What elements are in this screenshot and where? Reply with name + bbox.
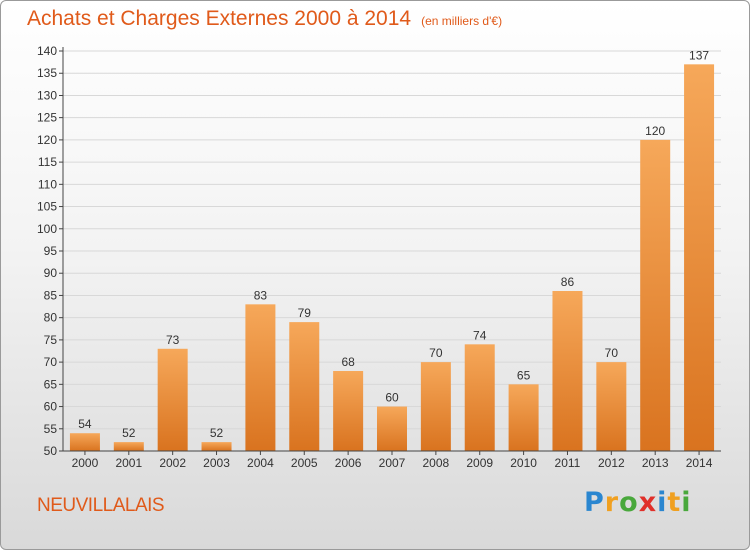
logo-letter: o [619,487,639,518]
value-label: 52 [122,426,136,440]
value-label: 68 [341,355,355,369]
bar [552,291,583,451]
y-tick-label: 60 [44,400,58,414]
y-tick-label: 95 [44,244,58,258]
commune-name: NEUVILLALAIS [37,495,165,516]
y-tick-label: 140 [37,44,57,58]
y-tick-label: 90 [44,266,58,280]
bar [245,304,276,451]
logo-letter: r [604,487,620,518]
value-label: 60 [385,391,399,405]
logo-letter: P [584,487,605,518]
bar [684,64,715,452]
x-tick-label: 2001 [115,456,142,470]
bar [508,384,539,451]
chart-title: Achats et Charges Externes 2000 à 2014 (e… [27,7,502,31]
bar [596,362,627,451]
value-label: 79 [298,306,312,320]
y-tick-label: 135 [37,66,57,80]
bar [420,362,451,451]
chart-unit: (en milliers d'€) [421,14,503,28]
logo-letter: t [667,487,682,518]
y-tick-label: 65 [44,377,58,391]
y-tick-label: 105 [37,200,57,214]
chart-title-text: Achats et Charges Externes 2000 à 2014 [27,7,412,30]
y-tick-label: 120 [37,133,57,147]
x-tick-label: 2008 [423,456,450,470]
value-label: 70 [605,346,619,360]
value-label: 65 [517,368,531,382]
bar [113,442,144,451]
bar [69,433,100,451]
value-label: 86 [561,275,575,289]
value-label: 54 [78,417,92,431]
y-tick-label: 85 [44,288,58,302]
bar [289,322,320,451]
x-tick-label: 2004 [247,456,274,470]
x-tick-label: 2014 [686,456,713,470]
logo-letter: x [638,487,658,518]
bar [333,371,364,451]
y-tick-labels: 50 55 60 65 70 75 80 85 90 95 100 105 110 115 120 125 13… [37,44,57,458]
value-label: 83 [254,288,268,302]
x-tick-label: 2012 [598,456,625,470]
x-tick-label: 2013 [642,456,669,470]
value-label: 52 [210,426,224,440]
bars [69,64,715,452]
x-tick-label: 2005 [291,456,318,470]
bar [377,406,407,451]
value-label: 137 [689,48,709,62]
bar [640,139,671,451]
proxiti-logo: Proxiti [584,487,692,518]
value-label: 70 [429,346,443,360]
y-tick-label: 130 [37,88,57,102]
x-tick-label: 2011 [555,456,581,470]
x-tick-label: 2000 [72,456,99,470]
bar [157,348,188,451]
y-tick-label: 55 [44,422,58,436]
logo-letter: i [657,487,668,518]
x-tick-label: 2009 [466,456,493,470]
value-label: 74 [473,328,487,342]
logo-letter: i [681,487,692,518]
y-tick-label: 50 [44,444,58,458]
y-tick-label: 75 [44,333,58,347]
x-tick-label: 2010 [510,456,537,470]
y-tick-label: 110 [38,177,57,191]
x-tick-labels: 2000 2001 2002 2003 2004 2005 2006 2007 2008 2009… [72,451,713,470]
bar [201,442,232,451]
y-tick-label: 100 [37,222,57,236]
value-label: 73 [166,333,180,347]
x-tick-label: 2006 [335,456,362,470]
y-tick-label: 70 [44,355,58,369]
x-tick-label: 2003 [203,456,230,470]
x-tick-label: 2002 [159,456,186,470]
value-labels: 54 52 73 52 83 79 68 60 70 74 65 86 70 120 137 [78,48,709,440]
y-tick-label: 125 [37,111,57,125]
y-tick-label: 115 [38,155,57,169]
x-tick-label: 2007 [379,456,406,470]
bar [464,344,495,451]
value-label: 120 [645,124,665,138]
y-tick-label: 80 [44,311,58,325]
